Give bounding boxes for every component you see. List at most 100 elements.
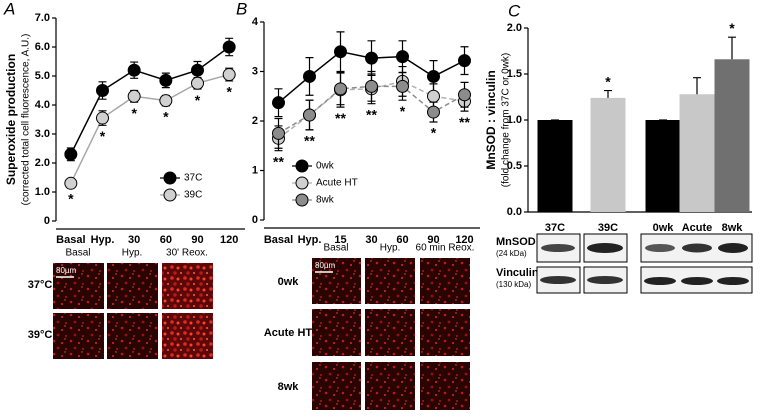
micrograph: [312, 258, 361, 304]
scale-bar-label: 80µm: [315, 261, 336, 270]
significance: *: [163, 109, 169, 125]
blot-band: [587, 243, 623, 253]
bar: [645, 120, 681, 212]
bar: [714, 59, 750, 212]
blot-band: [644, 277, 676, 285]
column-label: Basal: [65, 248, 90, 259]
blot-band: [717, 277, 749, 285]
y-tick-label: 1.0: [35, 186, 50, 198]
significance: *: [100, 128, 106, 144]
micrograph: [420, 362, 470, 410]
data-point: [427, 105, 440, 119]
y-tick-label: 0: [44, 215, 50, 227]
data-point: [303, 69, 316, 83]
legend-marker: [163, 188, 177, 202]
legend-marker: [295, 159, 309, 173]
blot-band: [540, 276, 576, 284]
micrograph: [420, 258, 470, 304]
series-line: [70, 73, 230, 184]
significance: *: [400, 103, 406, 119]
data-point: [191, 63, 204, 77]
micrograph: [365, 309, 415, 356]
data-point: [427, 89, 440, 103]
micrograph: [365, 258, 415, 304]
y-tick-label: 7.0: [35, 12, 50, 24]
micrograph: [107, 263, 158, 309]
data-point: [96, 111, 109, 125]
micrograph: [365, 362, 415, 410]
row-label: 39°C: [28, 329, 53, 341]
micrographs-a: Basal Hyp. 30' Reox. 37°C 39°C 80µm: [28, 248, 213, 359]
micrograph: [162, 313, 213, 359]
legend-marker: [295, 193, 309, 207]
x-tick-label: 39C: [598, 222, 618, 234]
row-label: 8wk: [278, 381, 300, 393]
x-tick-label: 120: [220, 234, 238, 246]
x-tick-label: 30: [128, 234, 140, 246]
significance: *: [195, 92, 201, 108]
x-tick-label: 60: [160, 234, 172, 246]
column-label: 60 min Reox.: [416, 243, 475, 254]
x-tick-label: 90: [191, 234, 203, 246]
data-point: [127, 89, 141, 103]
data-point: [222, 40, 236, 54]
data-point: [334, 82, 347, 96]
x-tick-label: 90: [427, 234, 439, 246]
significance: *: [729, 20, 735, 36]
data-point: [365, 79, 378, 93]
bar: [537, 120, 573, 212]
row-label: 37°C: [28, 279, 53, 291]
significance: *: [605, 73, 611, 89]
significance: *: [226, 84, 232, 100]
error-bar: [693, 77, 701, 95]
blot-band: [681, 277, 713, 285]
blot-band: [718, 243, 748, 253]
micrograph: [162, 263, 213, 309]
micrograph: [107, 313, 158, 359]
data-point: [272, 96, 285, 110]
data-point: [127, 63, 141, 77]
band-size: (130 kDa): [496, 280, 531, 289]
y-axis-subtitle: (fold change from 37C or 0wk): [501, 53, 512, 188]
y-tick-label: 1.0: [507, 114, 522, 126]
micrograph: [420, 309, 470, 356]
y-tick-label: 3: [252, 65, 258, 77]
data-point: [427, 69, 440, 83]
data-point: [458, 88, 471, 102]
significance: *: [131, 105, 137, 121]
significance: **: [459, 114, 470, 130]
column-label: Hyp.: [380, 243, 401, 254]
blot-band: [587, 276, 623, 284]
data-point: [458, 54, 471, 68]
y-tick-label: 0.0: [507, 206, 522, 218]
x-tick-label: Basal: [56, 234, 85, 246]
band-name: MnSOD: [496, 236, 536, 248]
column-label: Hyp.: [122, 248, 143, 259]
data-point: [272, 126, 285, 140]
error-bar: [728, 36, 736, 60]
data-point: [64, 147, 78, 161]
significance: **: [366, 106, 377, 122]
column-label: Basal: [323, 243, 348, 254]
significance: **: [304, 133, 315, 149]
data-point: [191, 76, 204, 90]
data-point: [159, 94, 173, 108]
micrograph: [53, 313, 104, 359]
x-tick-label: 15: [334, 234, 346, 246]
y-axis-title: Superoxide production: [4, 54, 18, 185]
band-size: (24 kDa): [496, 249, 527, 258]
x-tick-label: 30: [365, 234, 377, 246]
y-tick-label: 2.0: [507, 22, 522, 34]
micrograph: [312, 362, 361, 410]
y-tick-label: 1: [252, 164, 258, 176]
x-tick-label: 0wk: [653, 222, 675, 234]
data-point: [365, 51, 378, 65]
micrographs-b: Basal Hyp. 60 min Reox. 0wk Acute HT 8wk…: [264, 243, 475, 410]
y-tick-label: 2.0: [35, 157, 50, 169]
bar: [590, 97, 626, 212]
y-tick-label: 5.0: [35, 70, 50, 82]
x-tick-label: Hyp.: [298, 234, 322, 246]
significance: **: [273, 153, 284, 169]
data-point: [96, 84, 109, 97]
